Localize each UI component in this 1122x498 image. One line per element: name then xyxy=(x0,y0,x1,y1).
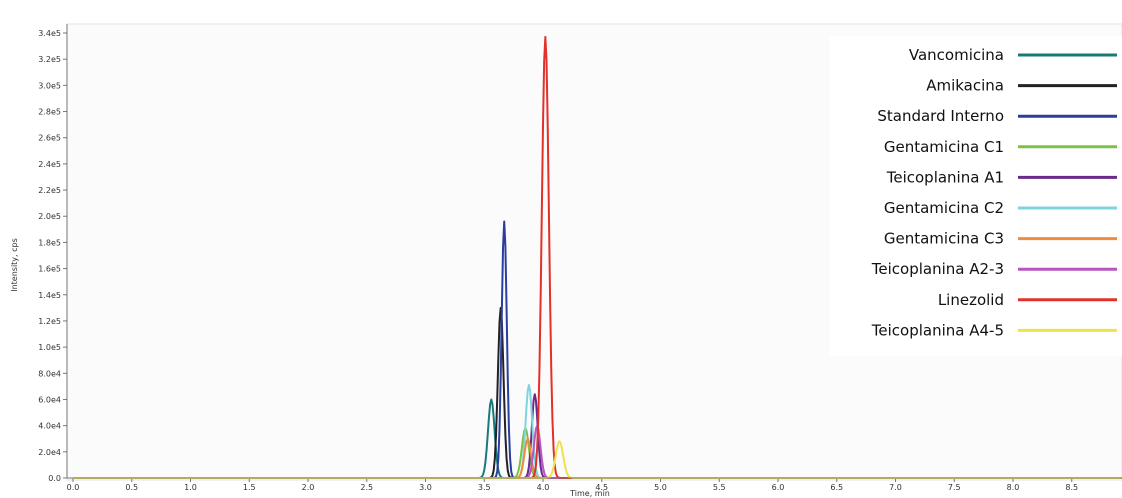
y-tick-label: 2.4e5 xyxy=(38,160,61,169)
legend: Vancomicina Amikacina Standard Interno Gent… xyxy=(871,46,1117,339)
x-tick-label: 8.5 xyxy=(1065,483,1078,492)
x-tick-label: 7.5 xyxy=(948,483,961,492)
legend-label: Teicoplanina A4-5 xyxy=(871,321,1004,339)
x-tick-label: 8.0 xyxy=(1007,483,1020,492)
y-tick-label: 2.0e5 xyxy=(38,212,61,221)
y-tick-label: 8.0e4 xyxy=(38,369,61,378)
x-tick-label: 0.5 xyxy=(125,483,138,492)
x-tick-label: 4.5 xyxy=(595,483,608,492)
x-tick-label: 5.0 xyxy=(654,483,667,492)
legend-label: Teicoplanina A1 xyxy=(886,168,1004,186)
y-tick-label: 1.2e5 xyxy=(38,317,61,326)
legend-label: Linezolid xyxy=(938,291,1004,309)
x-tick-label: 6.5 xyxy=(830,483,843,492)
legend-label: Gentamicina C1 xyxy=(884,138,1004,156)
x-tick-label: 6.0 xyxy=(772,483,785,492)
x-tick-label: 4.0 xyxy=(537,483,550,492)
y-tick-label: 4.0e4 xyxy=(38,422,61,431)
legend-label: Amikacina xyxy=(926,77,1004,95)
x-tick-label: 1.0 xyxy=(184,483,197,492)
x-tick-label: 2.0 xyxy=(302,483,315,492)
x-tick-label: 7.0 xyxy=(889,483,902,492)
legend-label: Gentamicina C3 xyxy=(884,230,1004,248)
x-tick-label: 5.5 xyxy=(713,483,726,492)
x-tick-label: 0.0 xyxy=(67,483,80,492)
y-tick-label: 1.4e5 xyxy=(38,291,61,300)
x-axis-ticks: 0.0 0.5 1.0 1.5 2.0 2.5 3.0 3.5 4.0 4.5 5.0 5.5 6.0 6… xyxy=(67,478,1078,492)
y-tick-label: 1.8e5 xyxy=(38,238,61,247)
y-tick-label: 3.0e5 xyxy=(38,81,61,90)
y-axis-label: Intensity, cps xyxy=(10,238,19,292)
y-tick-label: 2.0e4 xyxy=(38,448,61,457)
y-tick-label: 1.0e5 xyxy=(38,343,61,352)
y-tick-label: 2.8e5 xyxy=(38,108,61,117)
legend-label: Gentamicina C2 xyxy=(884,199,1004,217)
x-tick-label: 1.5 xyxy=(243,483,256,492)
x-tick-label: 2.5 xyxy=(360,483,373,492)
y-tick-label: 1.6e5 xyxy=(38,265,61,274)
y-tick-label: 2.2e5 xyxy=(38,186,61,195)
legend-box xyxy=(830,36,1122,356)
x-tick-label: 3.0 xyxy=(419,483,432,492)
y-tick-label: 3.2e5 xyxy=(38,55,61,64)
legend-label: Standard Interno xyxy=(877,107,1004,125)
y-axis-ticks: 0.0 2.0e4 4.0e4 6.0e4 8.0e4 1.0e5 1.2e5 1.4e5 1.… xyxy=(38,29,67,483)
legend-label: Teicoplanina A2-3 xyxy=(871,260,1004,278)
y-tick-label: 2.6e5 xyxy=(38,134,61,143)
legend-label: Vancomicina xyxy=(909,46,1004,64)
y-tick-label: 6.0e4 xyxy=(38,395,61,404)
x-axis-label: Time, min xyxy=(569,489,610,498)
x-tick-label: 3.5 xyxy=(478,483,491,492)
y-tick-label: 3.4e5 xyxy=(38,29,61,38)
y-tick-label: 0.0 xyxy=(48,474,61,483)
